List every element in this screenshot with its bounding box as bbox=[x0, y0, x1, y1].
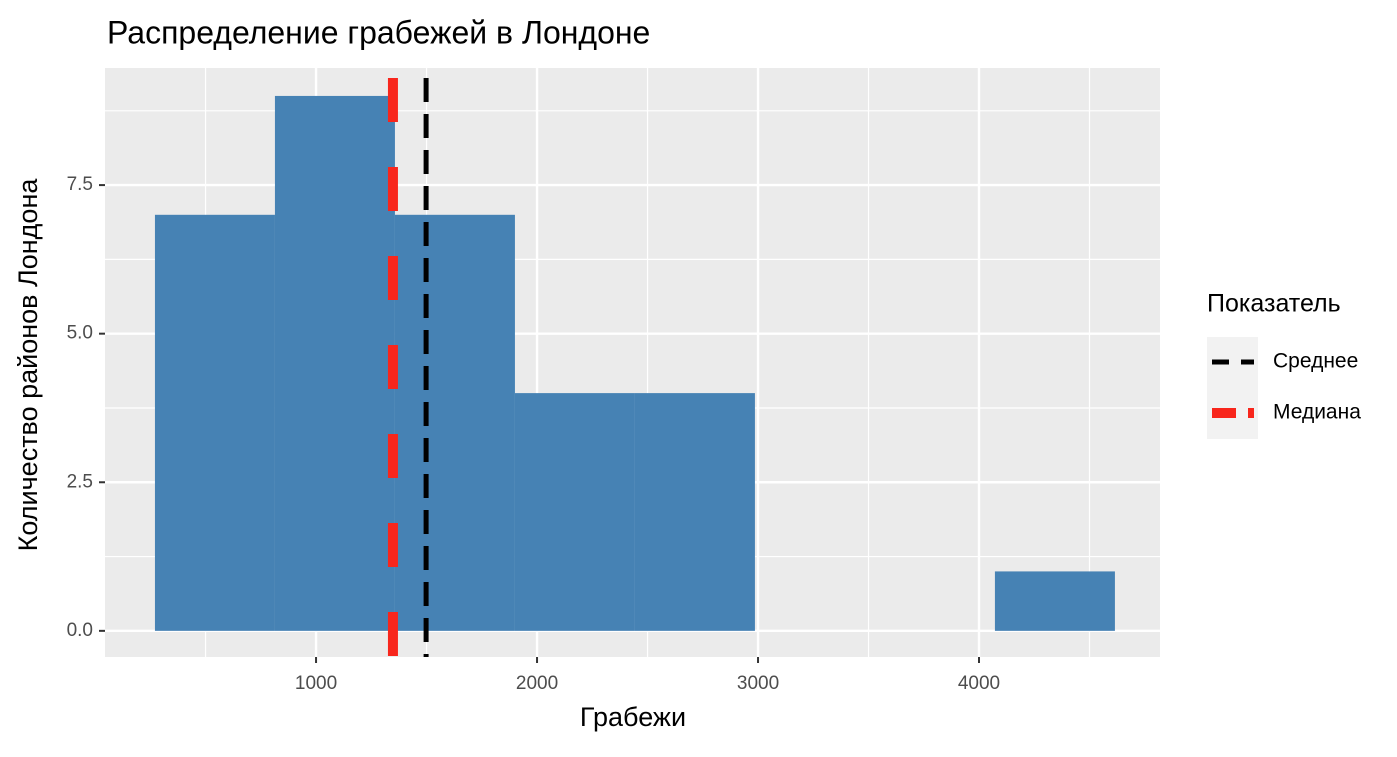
y-tick-label: 2.5 bbox=[67, 471, 93, 492]
bar bbox=[634, 393, 755, 631]
legend-title: Показатель bbox=[1207, 290, 1341, 318]
bar bbox=[274, 95, 395, 631]
bar bbox=[154, 214, 275, 631]
y-tick-label: 5.0 bbox=[67, 323, 93, 344]
chart-title: Распределение грабежей в Лондоне bbox=[107, 14, 650, 50]
bar bbox=[514, 393, 635, 631]
x-tick-label: 4000 bbox=[958, 673, 1000, 694]
legend-label: Медиана bbox=[1273, 401, 1361, 424]
legend-label: Среднее bbox=[1273, 350, 1358, 373]
bar bbox=[394, 214, 515, 631]
x-tick-label: 2000 bbox=[516, 673, 558, 694]
y-tick-label: 0.0 bbox=[67, 620, 93, 641]
y-tick-label: 7.5 bbox=[67, 174, 93, 195]
x-tick-label: 3000 bbox=[737, 673, 779, 694]
bar bbox=[994, 571, 1115, 631]
y-axis-title: Количество районов Лондона bbox=[13, 178, 43, 552]
x-axis-title: Грабежи bbox=[580, 702, 686, 732]
x-tick-label: 1000 bbox=[295, 673, 337, 694]
